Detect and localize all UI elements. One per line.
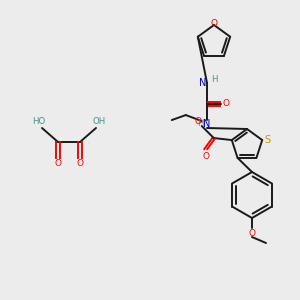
Text: H: H <box>197 119 203 128</box>
Text: OH: OH <box>92 118 106 127</box>
Text: O: O <box>202 152 209 160</box>
Text: O: O <box>248 230 256 238</box>
Text: O: O <box>223 100 230 109</box>
Text: O: O <box>55 160 62 169</box>
Text: O: O <box>211 20 218 28</box>
Text: N: N <box>203 119 211 129</box>
Text: S: S <box>264 135 270 145</box>
Text: H: H <box>211 76 217 85</box>
Text: O: O <box>194 117 201 126</box>
Text: N: N <box>199 78 207 88</box>
Text: HO: HO <box>32 118 46 127</box>
Text: O: O <box>76 160 83 169</box>
